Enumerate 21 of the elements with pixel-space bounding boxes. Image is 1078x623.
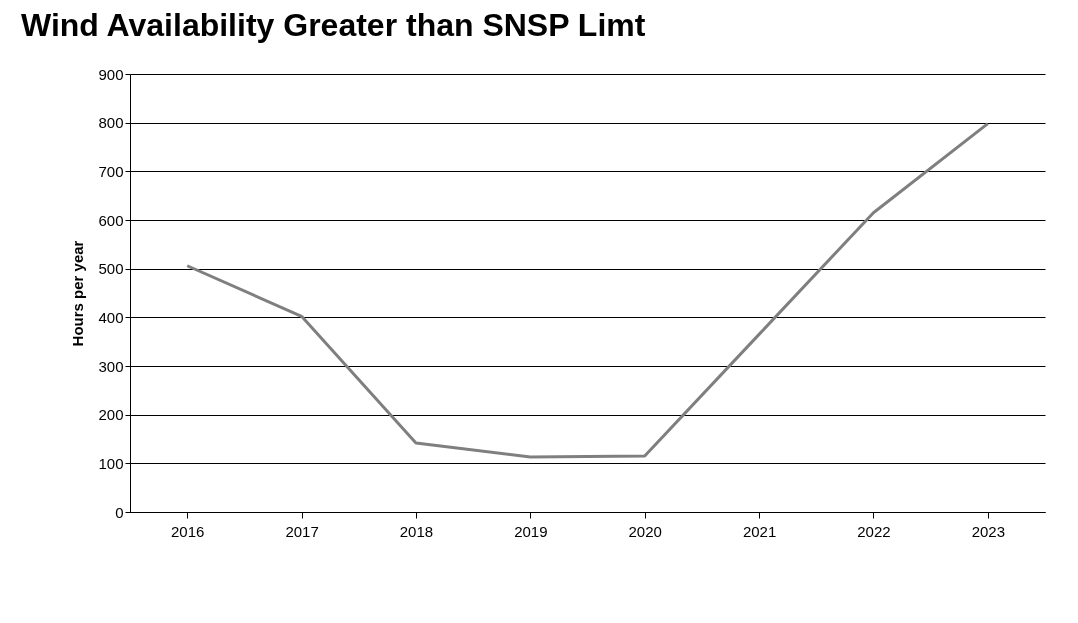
x-tick-label: 2019 bbox=[514, 522, 548, 540]
y-tick-label: 700 bbox=[98, 162, 124, 180]
y-tick-label: 600 bbox=[98, 211, 124, 229]
y-tick-label: 200 bbox=[98, 406, 124, 424]
x-tick-label: 2016 bbox=[171, 522, 205, 540]
x-tick-label: 2020 bbox=[628, 522, 662, 540]
x-tick-label: 2021 bbox=[742, 522, 777, 540]
chart-title: Wind Availability Greater than SNSP Limt bbox=[20, 7, 646, 43]
y-tick-label: 900 bbox=[98, 65, 124, 83]
y-tick-label: 400 bbox=[98, 308, 124, 326]
y-axis-title: Hours per year bbox=[69, 240, 87, 347]
x-tick-label: 2023 bbox=[971, 522, 1005, 540]
y-tick-label: 0 bbox=[115, 503, 124, 521]
line-series bbox=[185, 122, 990, 459]
x-tick-label: 2017 bbox=[285, 522, 319, 540]
x-tick-label: 2022 bbox=[857, 522, 891, 540]
x-tick-label: 2018 bbox=[399, 522, 434, 540]
y-tick-label: 500 bbox=[98, 260, 124, 278]
y-tick-label: 100 bbox=[98, 454, 124, 472]
y-tick-label: 300 bbox=[98, 357, 124, 375]
y-tick-label: 800 bbox=[98, 114, 124, 132]
